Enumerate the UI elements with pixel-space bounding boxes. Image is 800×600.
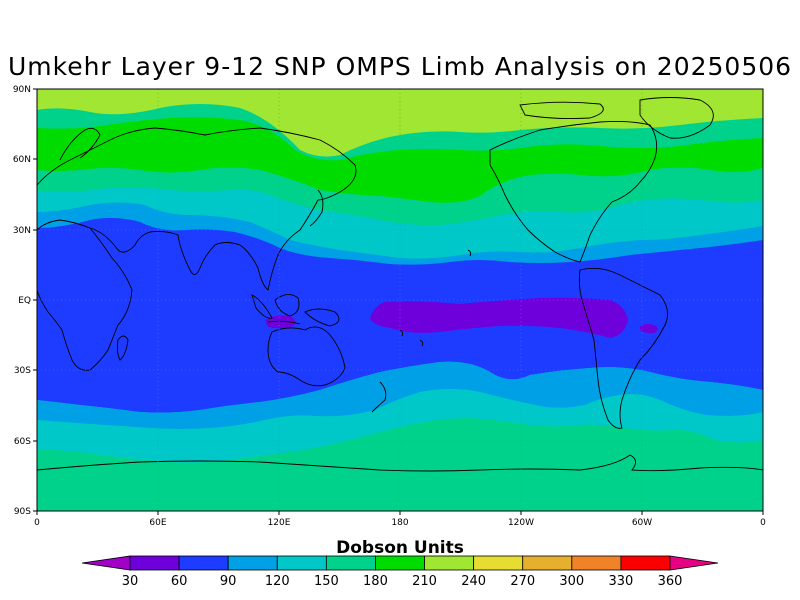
colorbar-tick-label: 270 bbox=[510, 574, 535, 589]
colorbar-swatch bbox=[227, 555, 278, 571]
coastline-antarctica bbox=[37, 454, 763, 472]
coastline-north-america bbox=[489, 120, 658, 263]
lat-tick-90s: 90S bbox=[14, 507, 31, 517]
coastline-java bbox=[267, 320, 301, 325]
colorbar-tick-label: 240 bbox=[461, 574, 486, 589]
lon-tick-180: 180 bbox=[391, 518, 408, 528]
coastline-arabia bbox=[89, 227, 151, 253]
colorbar-tick-label: 60 bbox=[171, 574, 188, 589]
colorbar-swatch bbox=[571, 555, 622, 571]
colorbar-title: Dobson Units bbox=[336, 538, 464, 558]
colorbar-swatch bbox=[424, 555, 475, 571]
colorbar-tick-label: 180 bbox=[363, 574, 388, 589]
lon-tick-0: 0 bbox=[34, 518, 40, 528]
colorbar-tick-label: 150 bbox=[314, 574, 339, 589]
lon-tick-60w: 60W bbox=[632, 518, 652, 528]
colorbar-swatch bbox=[178, 555, 229, 571]
coastline-scandinavia bbox=[59, 127, 101, 161]
coastline-sumatra bbox=[251, 294, 273, 319]
colorbar-tick-label: 210 bbox=[412, 574, 437, 589]
lat-tick-60n: 60N bbox=[13, 155, 31, 165]
colorbar-swatch bbox=[522, 555, 573, 571]
contour-north-210-240-low bbox=[37, 89, 763, 157]
coastline-south-america bbox=[578, 267, 669, 429]
lat-tick-30n: 30N bbox=[13, 226, 31, 236]
colorbar-over-triangle bbox=[669, 555, 719, 571]
graticule bbox=[37, 89, 763, 511]
colorbar-swatch bbox=[325, 555, 376, 571]
coastline-india bbox=[149, 230, 241, 275]
coastline-africa bbox=[37, 219, 133, 371]
colorbar-tick-label: 120 bbox=[265, 574, 290, 589]
colorbar-swatch bbox=[129, 555, 180, 571]
contour-equatorial-30-60-small bbox=[640, 324, 658, 334]
coastline-arctic-islands bbox=[519, 101, 604, 120]
coastline-hawaii bbox=[467, 249, 472, 257]
lon-tick-120e: 120E bbox=[268, 518, 291, 528]
colorbar-swatch bbox=[276, 555, 327, 571]
contour-north-90-120 bbox=[37, 202, 763, 265]
lon-tick-0-end: 0 bbox=[760, 518, 766, 528]
colorbar-tick-label: 330 bbox=[608, 574, 633, 589]
coastline-japan bbox=[309, 189, 324, 227]
lat-tick-marks bbox=[33, 88, 764, 515]
lon-tick-60e: 60E bbox=[149, 518, 166, 528]
lat-tick-60s: 60S bbox=[14, 437, 31, 447]
colorbar-tick-labels: 30 60 90 120 150 180 210 240 270 300 330 360 bbox=[122, 574, 683, 589]
map-title: Umkehr Layer 9-12 SNP OMPS Limb Analysis… bbox=[7, 52, 793, 81]
coastline-se-asia bbox=[239, 199, 319, 291]
lat-tick-90n: 90N bbox=[13, 85, 31, 95]
lat-tick-eq: EQ bbox=[18, 296, 31, 306]
lon-tick-labels: 0 60E 120E 180 120W 60W 0 bbox=[34, 518, 766, 528]
coastlines bbox=[37, 97, 763, 472]
coastline-new-zealand bbox=[371, 381, 387, 413]
contour-north-150-180 bbox=[37, 167, 763, 226]
colorbar-swatch bbox=[620, 555, 671, 571]
colorbar-tick-label: 30 bbox=[122, 574, 139, 589]
colorbar-tick-label: 300 bbox=[559, 574, 584, 589]
colorbar-tick-label: 360 bbox=[658, 574, 683, 589]
contour-indonesia-30-60 bbox=[265, 315, 296, 329]
lat-tick-labels: 90N 60N 30N EQ 30S 60S 90S bbox=[13, 85, 31, 517]
coastline-new-guinea bbox=[304, 308, 340, 327]
colorbar-tick-label: 90 bbox=[220, 574, 237, 589]
lon-tick-120w: 120W bbox=[508, 518, 534, 528]
lat-tick-30s: 30S bbox=[14, 366, 31, 376]
contour-north-120-150 bbox=[37, 187, 763, 259]
colorbar-swatch bbox=[375, 555, 425, 571]
coastline-borneo bbox=[274, 294, 300, 317]
colorbar-under-triangle bbox=[81, 555, 131, 571]
colorbar-swatch bbox=[473, 555, 524, 571]
coastline-pacific-islands bbox=[399, 329, 424, 347]
contour-north-180-210 bbox=[37, 117, 763, 203]
colorbar bbox=[81, 555, 719, 571]
contour-south-90-120 bbox=[37, 361, 763, 429]
coastline-greenland bbox=[639, 97, 714, 139]
contour-equatorial-30-60 bbox=[370, 297, 628, 338]
coastline-australia bbox=[267, 326, 346, 387]
coastline-madagascar bbox=[116, 335, 129, 361]
